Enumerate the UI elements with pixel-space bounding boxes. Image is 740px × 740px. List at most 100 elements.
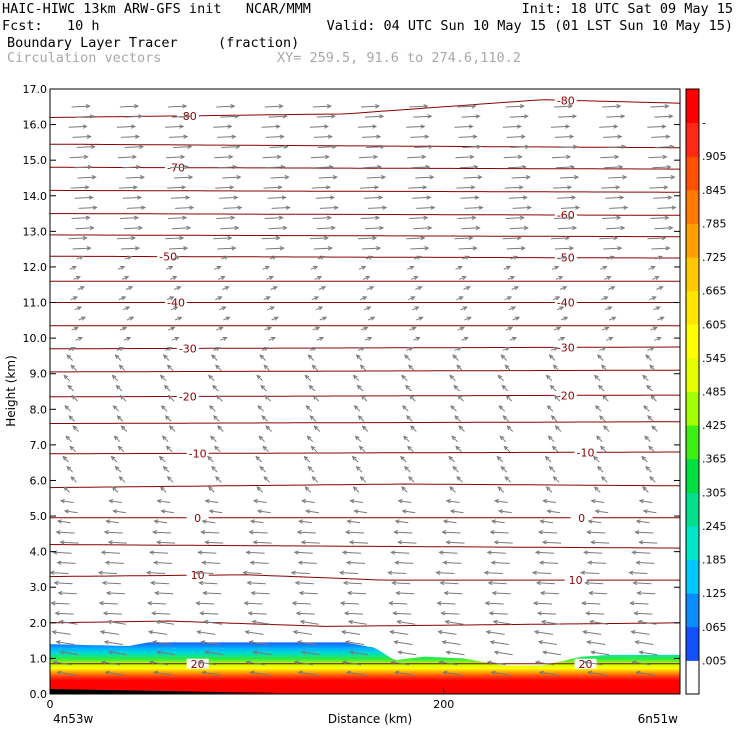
wind-vector — [439, 661, 458, 666]
wind-vector-head — [513, 286, 520, 291]
wind-vector — [408, 476, 415, 483]
wind-vector — [312, 105, 331, 108]
wind-vector — [487, 551, 506, 554]
wind-vector-head — [306, 435, 312, 441]
wind-vector-head — [283, 144, 289, 150]
wind-vector — [653, 196, 672, 199]
wind-vector — [361, 395, 368, 402]
wind-vector-head — [548, 465, 554, 471]
wind-vector-head — [150, 611, 156, 616]
wind-vector — [647, 125, 666, 128]
wind-vector — [366, 176, 386, 179]
wind-vector — [398, 541, 417, 544]
wind-vector-head — [118, 364, 124, 370]
wind-vector — [66, 466, 73, 473]
wind-vector — [542, 541, 562, 544]
wind-vector — [643, 405, 650, 412]
wind-vector-head — [519, 104, 525, 109]
wind-vector-head — [474, 195, 480, 200]
wind-vector — [537, 612, 557, 615]
wind-vector — [309, 385, 316, 392]
contour-label: -30 — [179, 342, 197, 355]
wind-vector — [76, 146, 95, 148]
wind-vector — [609, 207, 628, 209]
wind-vector-head — [501, 384, 507, 390]
wind-vector-head — [414, 306, 420, 311]
wind-vector-head — [228, 154, 234, 160]
wind-vector — [119, 217, 138, 219]
contour-label-bg — [570, 512, 593, 523]
wind-vector — [638, 621, 657, 625]
x-end-label-right: 6n51w — [638, 712, 679, 726]
wind-vector — [439, 551, 458, 554]
wind-vector-head — [361, 265, 367, 270]
wind-vector — [217, 247, 236, 250]
wind-vector-head — [211, 465, 216, 471]
wind-vector — [214, 156, 233, 159]
wind-vector-head — [220, 276, 226, 281]
wind-vector-head — [124, 276, 130, 281]
wind-vector — [209, 405, 216, 412]
wind-vector-head — [416, 255, 422, 260]
wind-vector — [301, 541, 320, 544]
wind-vector-head — [186, 225, 192, 231]
wind-vector-head — [106, 619, 112, 625]
wind-vector — [213, 415, 220, 422]
wind-vector — [169, 247, 188, 250]
wind-vector — [151, 582, 170, 585]
wind-vector-head — [268, 276, 274, 281]
wind-vector — [450, 405, 457, 412]
wind-vector — [312, 476, 319, 483]
wind-vector-head — [244, 630, 250, 635]
wind-vector-head — [236, 175, 242, 180]
wind-vector-head — [176, 286, 182, 291]
wind-vector — [302, 500, 315, 503]
wind-vector-head — [256, 374, 262, 380]
wind-vector-head — [645, 465, 650, 471]
wind-vector-head — [104, 670, 110, 675]
contour-label: -20 — [179, 390, 197, 403]
wind-vector-head — [208, 486, 213, 491]
wind-vector-head — [410, 296, 416, 301]
wind-vector-head — [408, 347, 414, 352]
wind-vector — [301, 651, 320, 656]
wind-vector-head — [511, 336, 518, 341]
wind-vector-head — [393, 640, 399, 645]
wind-vector — [54, 582, 73, 585]
wind-vector — [99, 602, 118, 605]
wind-vector-head — [600, 364, 606, 370]
wind-vector-head — [330, 225, 336, 231]
wind-vector — [109, 500, 122, 503]
wind-vector-head — [601, 347, 607, 352]
wind-vector-head — [281, 195, 287, 200]
wind-vector — [416, 207, 435, 209]
wind-vector-head — [374, 185, 380, 190]
colorbar-swatch — [686, 626, 699, 661]
wind-vector — [211, 354, 218, 361]
wind-vector — [71, 217, 90, 219]
wind-vector — [408, 186, 427, 189]
wind-vector-head — [585, 611, 591, 616]
wind-vector — [360, 364, 367, 372]
wind-vector-head — [497, 374, 503, 380]
wind-vector — [214, 446, 221, 453]
wind-vector-head — [473, 164, 479, 170]
wind-vector-head — [668, 114, 674, 119]
colorbar-label: .305 — [702, 486, 727, 499]
wind-vector-head — [141, 205, 147, 210]
wind-vector-head — [499, 435, 505, 441]
wind-vector-head — [541, 540, 547, 545]
wind-vector — [591, 651, 610, 656]
wind-vector-head — [609, 255, 615, 260]
axes: 0.0 1.0 2.0 3.0 4.0 5.0 6.0 7.0 8.0 9.0 10.0 11.0 12… — [23, 83, 680, 711]
wind-vector-head — [507, 326, 514, 331]
wind-vector-head — [493, 650, 499, 655]
wind-vector — [495, 500, 508, 503]
wind-vector — [586, 612, 605, 615]
wind-vector — [108, 651, 127, 656]
wind-vector — [546, 375, 553, 382]
wind-vector-head — [449, 486, 455, 491]
wind-vector-head — [516, 235, 522, 241]
wind-vector-head — [509, 276, 516, 281]
wind-vector-head — [139, 144, 145, 150]
